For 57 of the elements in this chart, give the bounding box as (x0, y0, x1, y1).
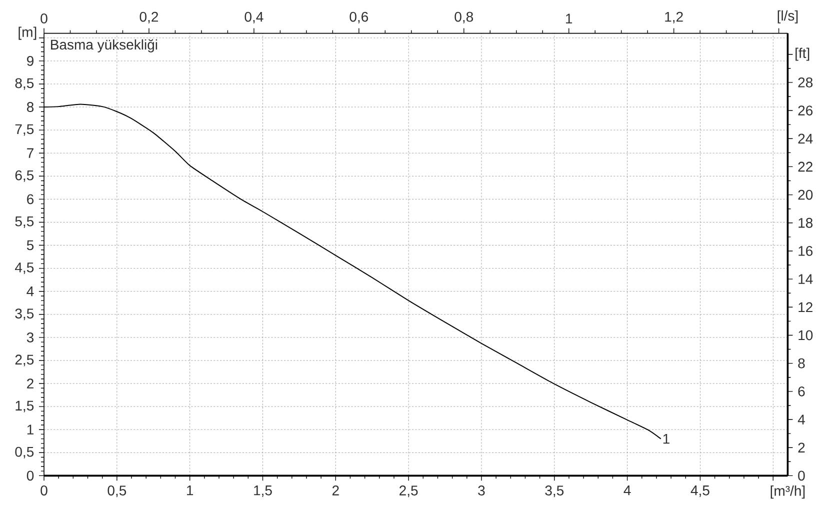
y2-tick-label: 6 (798, 386, 805, 396)
y2-tick-label: 0 (798, 470, 805, 481)
x2-tick-label: 0,2 (140, 12, 158, 24)
x-tick-label: 4,5 (690, 486, 710, 497)
y-axis-title: [m] (18, 26, 36, 40)
x-tick-label: 3 (478, 486, 485, 496)
y2-tick-label: 12 (798, 302, 812, 312)
y-tick-label: 9 (27, 56, 34, 66)
y-tick-label: 4,5 (14, 262, 34, 274)
y-tick-label: 3 (26, 332, 34, 342)
y-tick-label: 1 (27, 424, 34, 434)
x2-tick-label: 0 (40, 13, 48, 24)
y2-tick-label: 18 (798, 218, 813, 228)
y-tick-label: 2 (27, 378, 34, 388)
x2-tick-label: 0,8 (454, 12, 474, 24)
x2-tick-label: 0,4 (244, 12, 264, 24)
y-tick-label: 0,5 (15, 446, 34, 458)
y-tick-label: 7,5 (15, 124, 34, 136)
x2-tick-label: 0,6 (350, 12, 368, 24)
y-tick-label: 2,5 (15, 354, 34, 366)
y2-axis-title: [ft] (796, 48, 810, 61)
x2-tick-label: 1 (566, 14, 572, 24)
x-tick-label: 0 (40, 486, 48, 496)
y-tick-label: 0 (26, 470, 34, 481)
y-tick-label: 6,5 (15, 170, 34, 182)
y2-tick-label: 16 (798, 246, 813, 256)
x-tick-label: 2,5 (400, 486, 418, 498)
x-tick-label: 1 (187, 486, 194, 496)
y-tick-label: 5 (26, 240, 34, 250)
y2-tick-label: 10 (798, 330, 813, 340)
y2-tick-label: 28 (798, 77, 813, 88)
x-tick-label: 2 (332, 486, 339, 496)
x2-tick-label: 1,2 (665, 12, 683, 24)
y2-tick-label: 2 (798, 442, 805, 452)
y2-tick-label: 24 (798, 134, 813, 144)
y-tick-label: 7 (27, 148, 34, 158)
chart-title: Basma yüksekliği (51, 39, 158, 52)
x-axis-title: [m³/h] (770, 486, 805, 499)
y-tick-label: 1,5 (16, 400, 34, 412)
y2-tick-label: 14 (798, 274, 813, 284)
x-tick-label: 1,5 (254, 486, 272, 497)
y2-tick-label: 4 (798, 414, 805, 424)
x-tick-label: 3,5 (545, 486, 564, 498)
x-tick-label: 0,5 (108, 486, 126, 498)
y2-tick-label: 20 (798, 190, 813, 200)
y-tick-label: 3,5 (15, 308, 34, 320)
y-tick-label: 8,5 (15, 78, 34, 90)
y2-tick-label: 22 (798, 162, 812, 172)
series-label: 1 (663, 434, 670, 444)
y-tick-label: 4 (26, 286, 34, 296)
y-tick-label: 6 (27, 194, 34, 204)
x-tick-label: 4 (624, 486, 631, 496)
y-tick-label: 5,5 (15, 216, 34, 228)
x2-axis-title: [l/s] (778, 10, 798, 24)
y2-tick-label: 8 (798, 358, 805, 368)
y2-tick-label: 26 (798, 106, 813, 116)
y-tick-label: 8 (26, 102, 34, 112)
